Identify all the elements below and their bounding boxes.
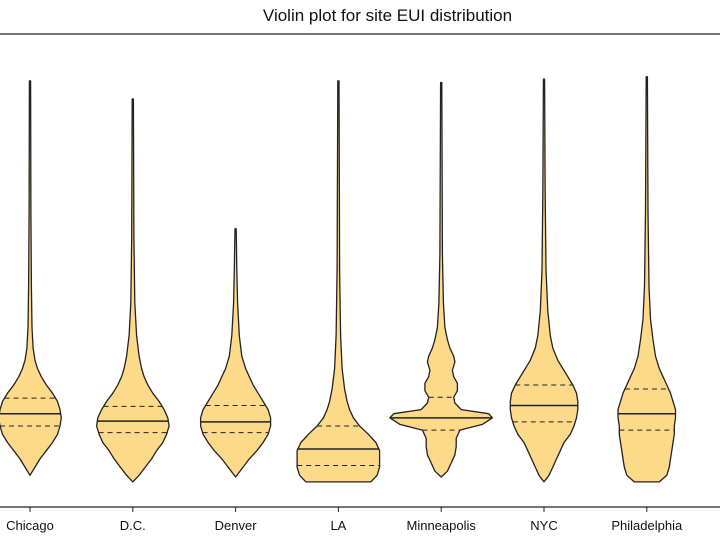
violin-body-nyc xyxy=(509,78,579,483)
violin-body-la xyxy=(296,80,381,483)
x-tick-label-denver: Denver xyxy=(215,518,258,533)
violin-body-chicago xyxy=(0,80,62,476)
violin-body-philadelphia xyxy=(617,76,677,483)
x-tick-label-philadelphia: Philadelphia xyxy=(611,518,683,533)
x-tick-label-minneapolis: Minneapolis xyxy=(407,518,477,533)
x-tick-label-nyc: NYC xyxy=(530,518,557,533)
violin-body-d-c xyxy=(95,98,170,483)
x-tick-label-chicago: Chicago xyxy=(6,518,54,533)
violin-body-denver xyxy=(199,228,272,478)
x-tick-label-la: LA xyxy=(330,518,346,533)
x-tick-label-d-c: D.C. xyxy=(120,518,146,533)
violin-group: Chicago D.C. Denver LA Minneapolis NYC Philade… xyxy=(0,76,683,533)
chart-title: Violin plot for site EUI distribution xyxy=(262,6,513,25)
